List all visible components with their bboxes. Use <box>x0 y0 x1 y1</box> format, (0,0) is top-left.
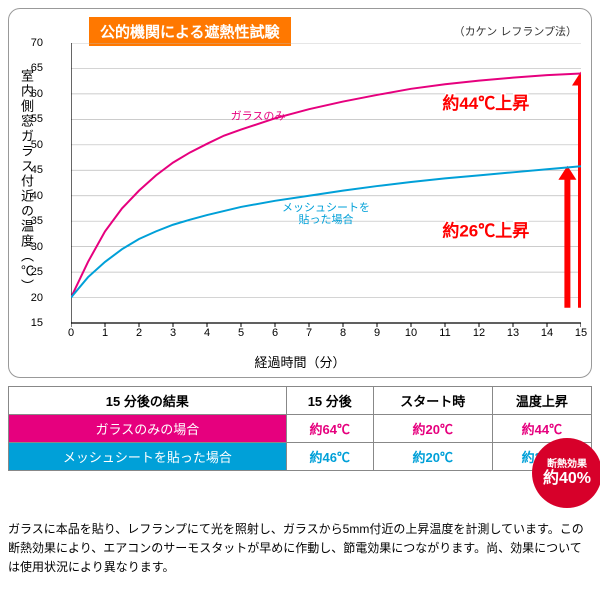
x-tick-label: 2 <box>129 327 149 339</box>
table-header-row: 15 分後の結果 15 分後 スタート時 温度上昇 <box>9 387 592 415</box>
x-tick-label: 13 <box>503 327 523 339</box>
x-tick-label: 4 <box>197 327 217 339</box>
chart-subtitle: （カケン レフランプ法） <box>454 23 577 39</box>
y-tick-label: 65 <box>19 62 43 74</box>
svg-text:約44℃上昇: 約44℃上昇 <box>442 93 529 113</box>
col-header: 15 分後の結果 <box>9 387 287 415</box>
y-tick-label: 25 <box>19 266 43 278</box>
col-header: スタート時 <box>373 387 492 415</box>
x-tick-label: 8 <box>333 327 353 339</box>
x-tick-label: 14 <box>537 327 557 339</box>
y-tick-label: 35 <box>19 215 43 227</box>
x-tick-label: 0 <box>61 327 81 339</box>
x-tick-label: 9 <box>367 327 387 339</box>
results-table-container: 15 分後の結果 15 分後 スタート時 温度上昇 ガラスのみの場合 約64℃ … <box>8 386 592 471</box>
x-tick-label: 10 <box>401 327 421 339</box>
badge-line1: 断熱効果 <box>547 459 587 470</box>
x-tick-label: 12 <box>469 327 489 339</box>
y-axis-label: 室内側窓ガラス付近の温度（℃） <box>17 69 36 294</box>
x-tick-label: 3 <box>163 327 183 339</box>
svg-text:約26℃上昇: 約26℃上昇 <box>442 220 529 240</box>
x-tick-label: 15 <box>571 327 591 339</box>
y-tick-label: 20 <box>19 292 43 304</box>
y-tick-label: 40 <box>19 190 43 202</box>
y-tick-label: 30 <box>19 241 43 253</box>
cell: 約20℃ <box>373 443 492 471</box>
table-row-mesh: メッシュシートを貼った場合 約46℃ 約20℃ 約26℃ <box>9 443 592 471</box>
description-text: ガラスに本品を貼り、レフランプにて光を照射し、ガラスから5mm付近の上昇温度を計… <box>8 520 592 578</box>
cell: 約46℃ <box>286 443 373 471</box>
row-label: ガラスのみの場合 <box>9 415 287 443</box>
x-tick-label: 6 <box>265 327 285 339</box>
row-label: メッシュシートを貼った場合 <box>9 443 287 471</box>
chart-container: 公的機関による遮熱性試験 （カケン レフランプ法） 室内側窓ガラス付近の温度（℃… <box>8 8 592 378</box>
x-axis-label: 経過時間（分） <box>9 352 591 371</box>
y-tick-label: 70 <box>19 37 43 49</box>
table-row-glass: ガラスのみの場合 約64℃ 約20℃ 約44℃ <box>9 415 592 443</box>
col-header: 15 分後 <box>286 387 373 415</box>
effect-badge: 断熱効果 約40% <box>532 438 600 508</box>
chart-title: 公的機関による遮熱性試験 <box>89 17 291 46</box>
cell: 約64℃ <box>286 415 373 443</box>
svg-text:貼った場合: 貼った場合 <box>299 212 354 226</box>
col-header: 温度上昇 <box>492 387 591 415</box>
y-tick-label: 55 <box>19 113 43 125</box>
x-tick-label: 7 <box>299 327 319 339</box>
x-tick-label: 11 <box>435 327 455 339</box>
chart-svg: ガラスのみメッシュシートを貼った場合 約44℃上昇約26℃上昇 <box>71 43 581 339</box>
svg-text:ガラスのみ: ガラスのみ <box>231 109 286 122</box>
svg-text:メッシュシートを: メッシュシートを <box>282 201 370 214</box>
cell: 約20℃ <box>373 415 492 443</box>
x-tick-label: 1 <box>95 327 115 339</box>
y-tick-label: 50 <box>19 139 43 151</box>
cell: 約44℃ <box>492 415 591 443</box>
results-table: 15 分後の結果 15 分後 スタート時 温度上昇 ガラスのみの場合 約64℃ … <box>8 386 592 471</box>
y-tick-label: 45 <box>19 164 43 176</box>
plot-area: ガラスのみメッシュシートを貼った場合 約44℃上昇約26℃上昇 <box>71 43 581 339</box>
y-tick-label: 60 <box>19 88 43 100</box>
x-tick-label: 5 <box>231 327 251 339</box>
y-tick-label: 15 <box>19 317 43 329</box>
badge-line2: 約40% <box>543 470 591 488</box>
